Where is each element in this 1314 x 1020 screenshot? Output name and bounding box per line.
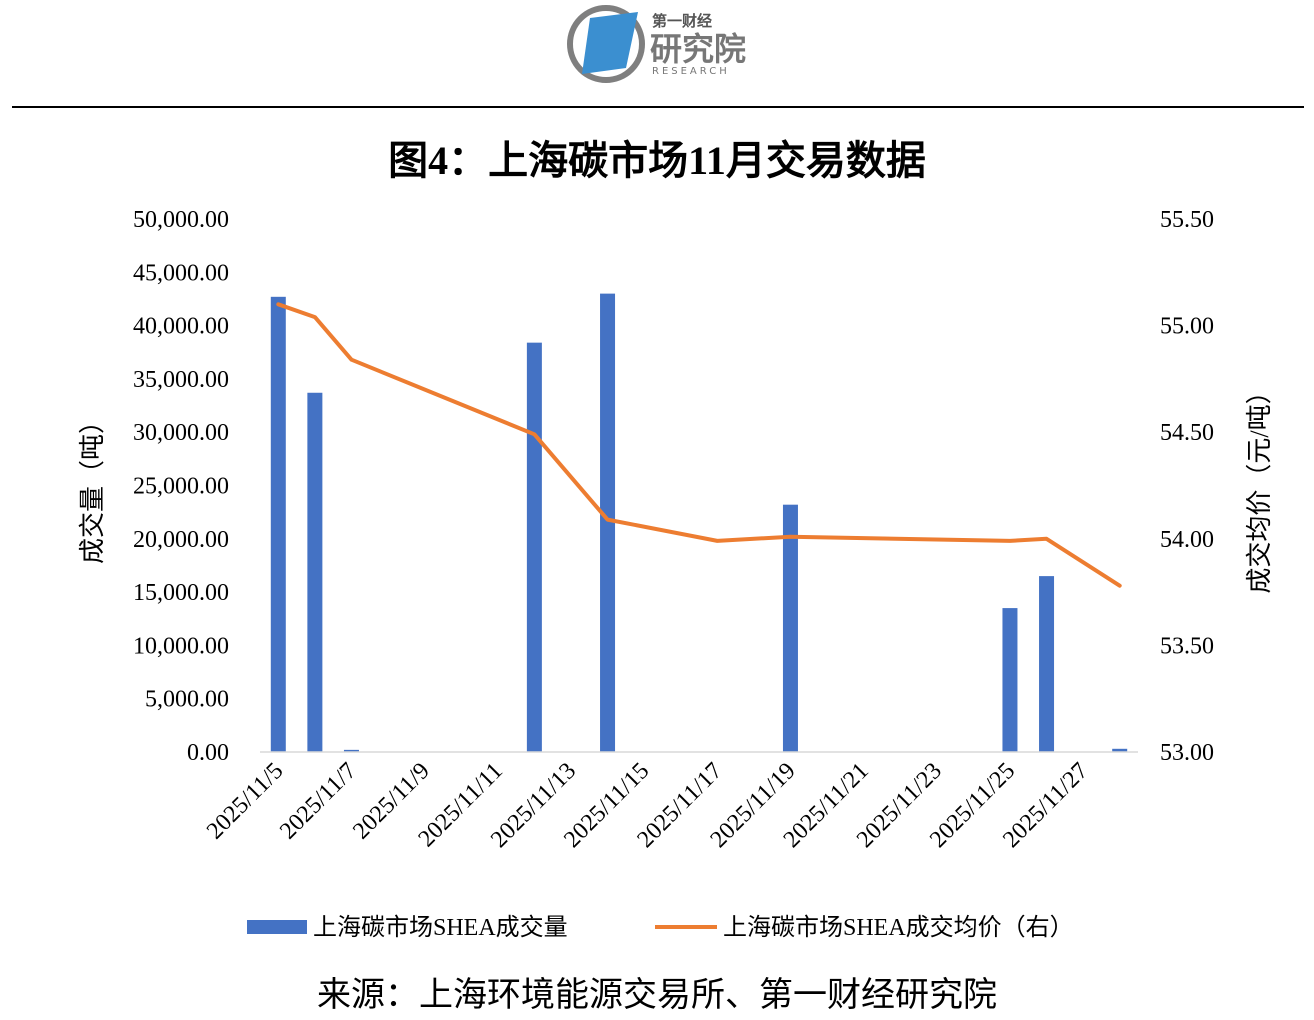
legend-label-price: 上海碳市场SHEA成交均价（右） bbox=[723, 914, 1074, 941]
chart-title: 图4：上海碳市场11月交易数据 bbox=[388, 138, 926, 183]
volume-bar bbox=[782, 504, 798, 752]
left-tick-label: 40,000.00 bbox=[133, 314, 229, 340]
right-tick-label: 53.00 bbox=[1160, 740, 1214, 766]
left-tick-label: 5,000.00 bbox=[145, 687, 229, 713]
price-line bbox=[276, 302, 1122, 588]
x-axis-ticks: 2025/11/52025/11/72025/11/92025/11/11202… bbox=[202, 758, 1093, 853]
right-tick-label: 54.50 bbox=[1160, 420, 1214, 446]
legend-label-volume: 上海碳市场SHEA成交量 bbox=[313, 914, 568, 941]
left-axis-title: 成交量（吨） bbox=[78, 408, 107, 564]
right-axis-title: 成交均价（元/吨） bbox=[1245, 378, 1274, 593]
left-tick-label: 10,000.00 bbox=[133, 633, 229, 659]
left-tick-label: 0.00 bbox=[187, 740, 229, 766]
logo-brand-main: 研究院 bbox=[650, 30, 746, 68]
x-tick-label: 2025/11/5 bbox=[202, 758, 289, 845]
right-tick-label: 53.50 bbox=[1160, 633, 1214, 659]
volume-bar bbox=[1002, 608, 1018, 752]
legend-swatch-volume bbox=[247, 920, 307, 934]
left-tick-label: 50,000.00 bbox=[133, 207, 229, 233]
right-tick-label: 54.00 bbox=[1160, 527, 1214, 553]
volume-bar bbox=[270, 296, 286, 752]
logo-ring-icon bbox=[567, 5, 645, 83]
left-tick-label: 45,000.00 bbox=[133, 260, 229, 286]
volume-bar bbox=[1112, 748, 1128, 752]
left-tick-label: 35,000.00 bbox=[133, 367, 229, 393]
source-note: 来源：上海环境能源交易所、第一财经研究院 bbox=[317, 976, 997, 1014]
left-tick-label: 30,000.00 bbox=[133, 420, 229, 446]
right-axis-ticks: 53.00 53.50 54.00 54.50 55.00 55.50 bbox=[1160, 207, 1214, 766]
legend: 上海碳市场SHEA成交量 上海碳市场SHEA成交均价（右） bbox=[247, 914, 1074, 941]
header-divider bbox=[12, 106, 1304, 108]
logo-brand-en: RESEARCH bbox=[652, 66, 730, 77]
volume-bar bbox=[1039, 576, 1055, 752]
volume-bar bbox=[526, 342, 542, 752]
right-tick-label: 55.00 bbox=[1160, 314, 1214, 340]
left-axis-ticks: 0.00 5,000.00 10,000.00 15,000.00 20,000.00 2… bbox=[133, 207, 229, 766]
volume-bar bbox=[307, 392, 323, 752]
left-tick-label: 25,000.00 bbox=[133, 474, 229, 500]
logo-brand-top: 第一财经 bbox=[652, 12, 712, 30]
x-tick-label: 2025/11/7 bbox=[275, 758, 362, 845]
logo: 第一财经 研究院 RESEARCH bbox=[567, 5, 746, 83]
volume-bars bbox=[270, 293, 1128, 752]
volume-bar bbox=[343, 749, 359, 752]
right-tick-label: 55.50 bbox=[1160, 207, 1214, 233]
logo-book-icon bbox=[582, 12, 638, 74]
left-tick-label: 20,000.00 bbox=[133, 527, 229, 553]
left-tick-label: 15,000.00 bbox=[133, 580, 229, 606]
volume-bar bbox=[600, 293, 616, 752]
price-line-path bbox=[276, 302, 1122, 588]
